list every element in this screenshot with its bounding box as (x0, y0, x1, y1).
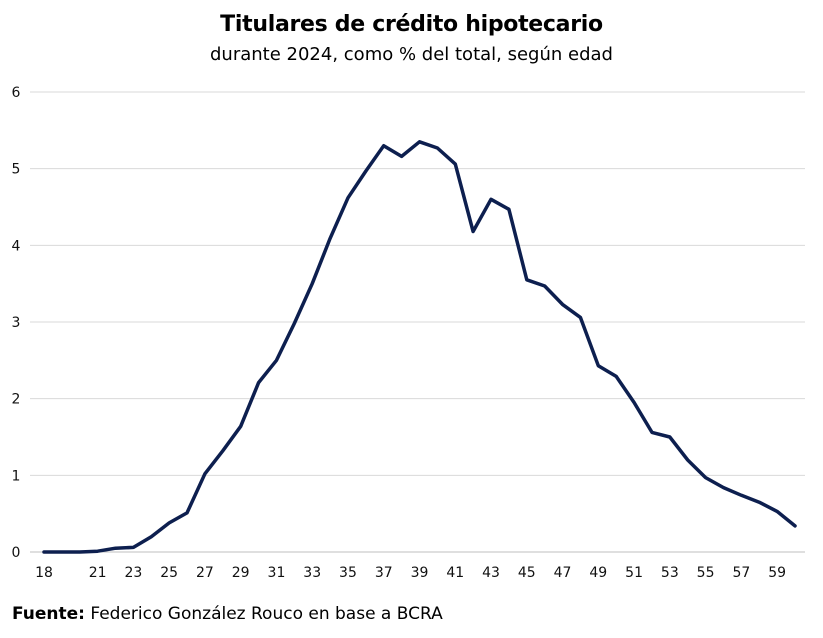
chart-subtitle: durante 2024, como % del total, según ed… (210, 44, 613, 65)
x-tick-label: 18 (35, 565, 53, 581)
x-tick-label: 57 (732, 565, 750, 581)
x-tick-label: 47 (554, 565, 572, 581)
x-tick-label: 33 (303, 565, 321, 581)
x-tick-label: 45 (518, 565, 536, 581)
x-tick-label: 27 (196, 565, 214, 581)
gridlines (30, 91, 805, 553)
x-tick-label: 39 (411, 565, 429, 581)
x-tick-label: 23 (124, 565, 142, 581)
y-tick-label: 6 (12, 85, 21, 101)
x-tick-label: 59 (768, 565, 786, 581)
x-tick-label: 21 (89, 565, 107, 581)
x-tick-label: 25 (160, 565, 178, 581)
x-tick-label: 31 (268, 565, 286, 581)
y-axis-ticks: 0 1 2 3 4 5 6 (12, 85, 21, 561)
x-tick-label: 35 (339, 565, 357, 581)
x-tick-label: 49 (589, 565, 607, 581)
y-tick-label: 5 (12, 162, 21, 178)
y-tick-label: 3 (12, 315, 21, 331)
source-label: Fuente: (12, 604, 85, 624)
x-tick-label: 51 (625, 565, 643, 581)
y-tick-label: 1 (12, 468, 21, 484)
y-tick-label: 2 (12, 392, 21, 408)
x-tick-label: 41 (446, 565, 464, 581)
x-axis-ticks: 18 21 23 25 27 29 31 33 35 37 39 41 43 45 47 49 51 53 55 57… (35, 565, 786, 581)
x-tick-label: 43 (482, 565, 500, 581)
x-tick-label: 53 (661, 565, 679, 581)
x-tick-label: 55 (697, 565, 715, 581)
x-tick-label: 37 (375, 565, 393, 581)
y-tick-label: 0 (12, 545, 21, 561)
source-text: Federico González Rouco en base a BCRA (84, 604, 443, 624)
source-note: Fuente: Federico González Rouco en base … (12, 604, 443, 624)
x-tick-label: 29 (232, 565, 250, 581)
series-line (42, 140, 797, 554)
chart-title: Titulares de crédito hipotecario (220, 12, 603, 37)
series-layer (42, 140, 797, 554)
y-tick-label: 4 (12, 238, 21, 254)
